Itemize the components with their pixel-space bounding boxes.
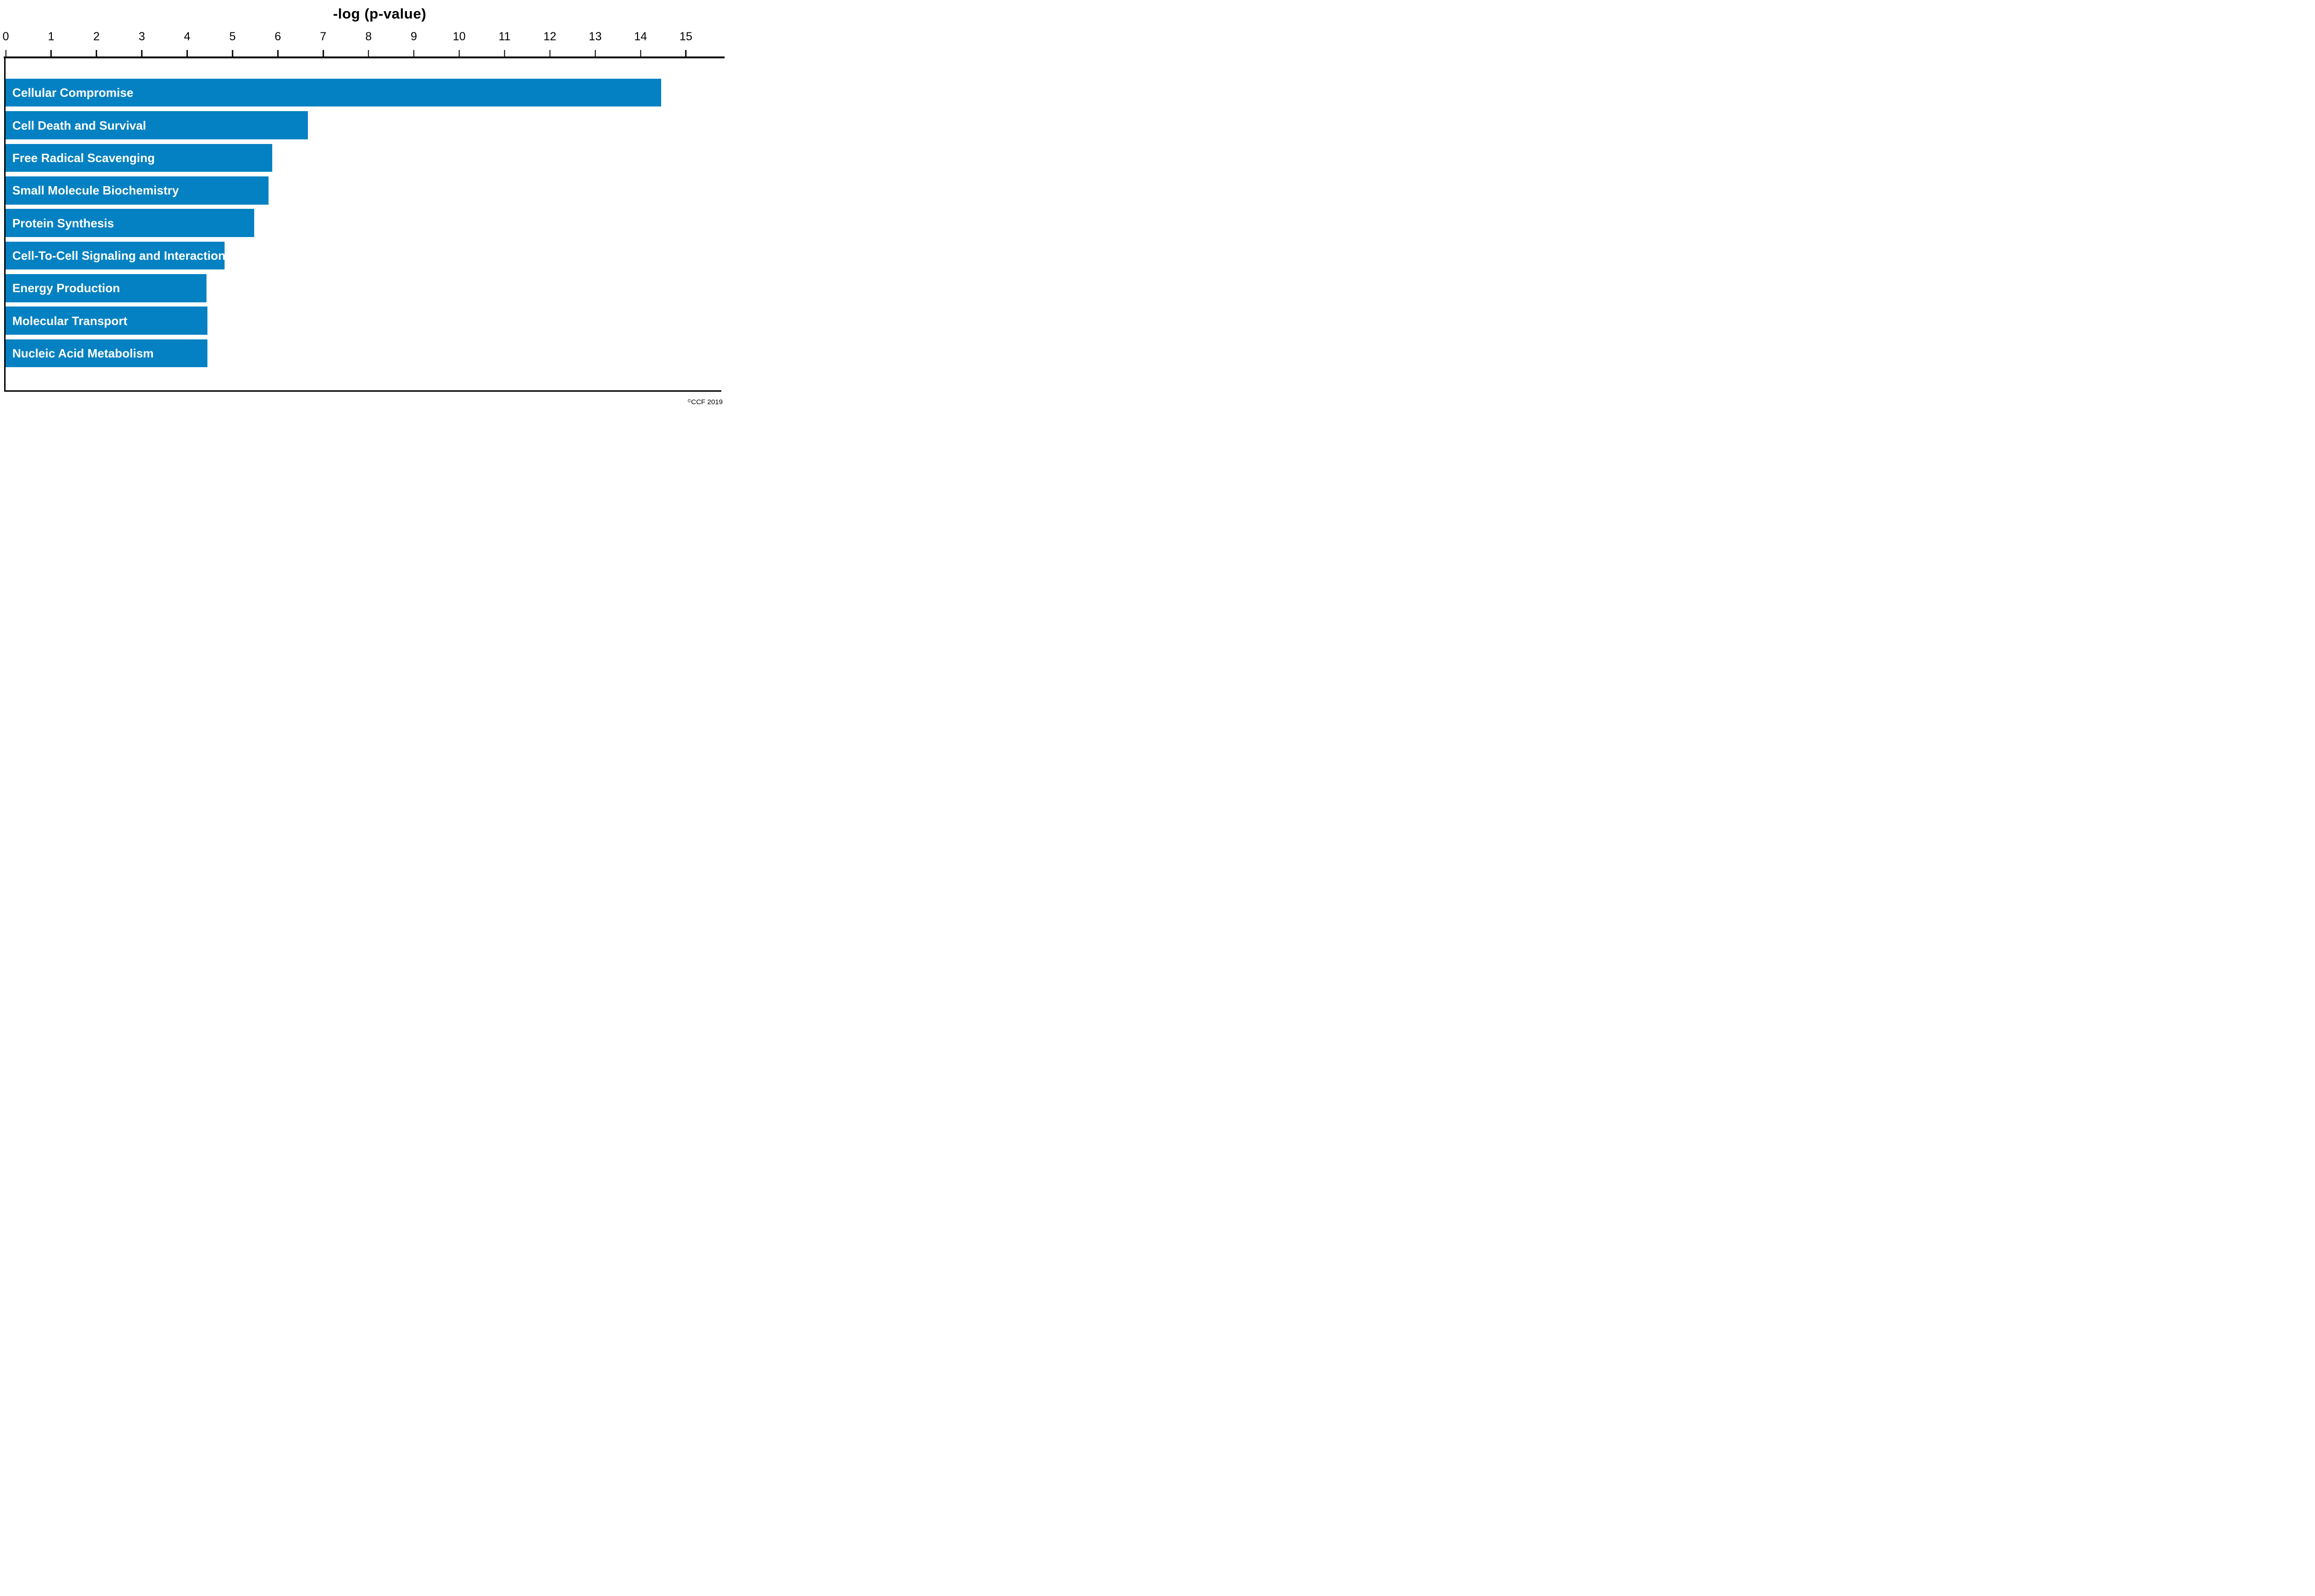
copyright-watermark: ©CCF 2019 bbox=[688, 398, 723, 406]
x-axis-tick-mark bbox=[96, 50, 97, 56]
copyright-symbol-icon: © bbox=[688, 399, 691, 404]
x-axis-tick-label: 12 bbox=[543, 30, 557, 43]
bar-6: Energy Production bbox=[5, 274, 207, 302]
bar-2: Free Radical Scavenging bbox=[5, 144, 273, 172]
bar-5: Cell-To-Cell Signaling and Interaction bbox=[5, 241, 225, 270]
x-axis-tick-label: 13 bbox=[588, 30, 602, 43]
x-axis-tick-mark bbox=[368, 50, 369, 56]
x-axis-line bbox=[4, 56, 725, 58]
x-axis-tick-label: 1 bbox=[48, 30, 55, 43]
x-axis-tick-label: 5 bbox=[229, 30, 236, 43]
x-axis-tick-label: 14 bbox=[634, 30, 647, 43]
x-axis-tick-mark bbox=[458, 50, 460, 56]
x-axis-tick-label: 7 bbox=[320, 30, 326, 43]
bar-8: Nucleic Acid Metabolism bbox=[5, 339, 208, 368]
x-axis-tick-label: 0 bbox=[2, 30, 9, 43]
bar-category-label: Cell-To-Cell Signaling and Interaction bbox=[12, 248, 225, 263]
bar-4: Protein Synthesis bbox=[5, 209, 255, 237]
bar-category-label: Cell Death and Survival bbox=[12, 118, 146, 132]
x-axis-tick-mark bbox=[413, 50, 415, 56]
bar-category-label: Small Molecule Biochemistry bbox=[12, 183, 179, 198]
bar-0: Cellular Compromise bbox=[5, 79, 661, 107]
bar-category-label: Protein Synthesis bbox=[12, 216, 114, 230]
x-axis-tick-mark bbox=[186, 50, 188, 56]
x-axis-tick-label: 15 bbox=[679, 30, 693, 43]
x-axis-tick-label: 8 bbox=[365, 30, 372, 43]
x-axis-tick-mark bbox=[504, 50, 505, 56]
bar-category-label: Molecular Transport bbox=[12, 313, 128, 328]
y-axis-line bbox=[4, 56, 6, 392]
copyright-text: CCF 2019 bbox=[691, 398, 723, 406]
x-axis-tick-mark bbox=[640, 50, 641, 56]
x-axis-tick-label: 11 bbox=[498, 30, 511, 43]
x-axis-tick-mark bbox=[277, 50, 279, 56]
bar-category-label: Energy Production bbox=[12, 281, 120, 295]
x-axis-tick-mark bbox=[5, 50, 6, 56]
bar-category-label: Cellular Compromise bbox=[12, 86, 134, 100]
x-axis-tick-label: 4 bbox=[184, 30, 191, 43]
x-axis-tick-mark bbox=[685, 50, 687, 56]
x-axis-tick-label: 2 bbox=[93, 30, 100, 43]
x-axis-tick-mark bbox=[549, 50, 551, 56]
plot-bottom-border bbox=[4, 390, 722, 392]
x-axis-tick-label: 6 bbox=[275, 30, 282, 43]
x-axis-tick-mark bbox=[50, 50, 52, 56]
x-axis-tick-mark bbox=[594, 50, 596, 56]
x-axis-tick-mark bbox=[322, 50, 324, 56]
bar-category-label: Free Radical Scavenging bbox=[12, 150, 155, 165]
bar-1: Cell Death and Survival bbox=[5, 111, 308, 139]
x-axis-tick-mark bbox=[232, 50, 233, 56]
bar-chart: -log (p-value) 0 1 2 3 4 5 6 7 8 9 10 11 12 13 14 15 Ce… bbox=[0, 0, 726, 410]
x-axis-tick-label: 9 bbox=[410, 30, 417, 43]
chart-title: -log (p-value) bbox=[333, 6, 426, 22]
x-axis-tick-mark bbox=[141, 50, 143, 56]
x-axis-tick-label: 3 bbox=[138, 30, 145, 43]
x-axis-tick-label: 10 bbox=[452, 30, 466, 43]
bar-3: Small Molecule Biochemistry bbox=[5, 176, 269, 205]
bar-category-label: Nucleic Acid Metabolism bbox=[12, 346, 154, 360]
bar-7: Molecular Transport bbox=[5, 307, 208, 335]
